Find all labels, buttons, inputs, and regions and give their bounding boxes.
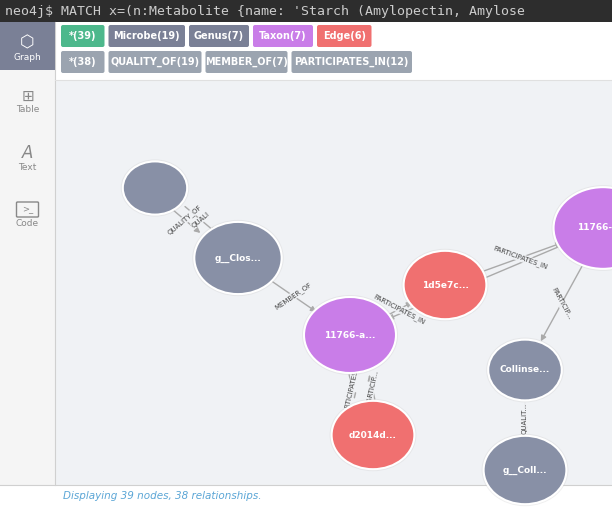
Ellipse shape [332, 401, 414, 469]
Text: *(38): *(38) [69, 57, 97, 67]
Text: ⊞: ⊞ [21, 89, 34, 103]
Ellipse shape [401, 249, 488, 321]
Text: Taxon(7): Taxon(7) [259, 31, 307, 41]
Text: Text: Text [18, 163, 37, 171]
Text: PARTICIP...: PARTICIP... [365, 369, 379, 405]
Text: g__Coll...: g__Coll... [502, 465, 547, 475]
Text: PARTICIPATES_IN: PARTICIPATES_IN [342, 358, 362, 416]
FancyBboxPatch shape [108, 25, 185, 47]
Ellipse shape [194, 222, 282, 294]
Text: Edge(6): Edge(6) [323, 31, 366, 41]
FancyBboxPatch shape [291, 51, 412, 73]
Text: PARTICIPATES_IN: PARTICIPATES_IN [493, 245, 549, 271]
Text: 1d5e7c...: 1d5e7c... [422, 280, 468, 289]
Text: MEMBER_OF(7): MEMBER_OF(7) [205, 57, 288, 67]
Ellipse shape [551, 185, 612, 271]
Text: >_: >_ [22, 205, 33, 214]
Ellipse shape [403, 251, 487, 319]
Text: Displaying 39 nodes, 38 relationships.: Displaying 39 nodes, 38 relationships. [63, 491, 261, 501]
FancyBboxPatch shape [61, 51, 105, 73]
Text: Code: Code [16, 220, 39, 229]
FancyBboxPatch shape [55, 22, 612, 80]
Ellipse shape [192, 220, 284, 296]
Text: Microbe(19): Microbe(19) [113, 31, 180, 41]
FancyBboxPatch shape [61, 25, 105, 47]
FancyBboxPatch shape [317, 25, 371, 47]
Text: QUALI: QUALI [191, 211, 211, 229]
Text: R_OF: R_OF [466, 275, 485, 288]
Ellipse shape [304, 297, 396, 373]
FancyBboxPatch shape [0, 0, 612, 22]
FancyBboxPatch shape [189, 25, 249, 47]
Text: Graph: Graph [13, 54, 42, 62]
Ellipse shape [123, 161, 187, 214]
Ellipse shape [486, 338, 564, 403]
Text: PARTICIPATES_IN: PARTICIPATES_IN [372, 293, 426, 325]
FancyBboxPatch shape [206, 51, 288, 73]
Text: QUALITY_OF(19): QUALITY_OF(19) [110, 57, 200, 67]
Ellipse shape [482, 434, 569, 506]
Text: PARTICIP...: PARTICIP... [550, 287, 572, 321]
FancyBboxPatch shape [55, 80, 612, 485]
Text: neo4j$ MATCH x=(n:Metabolite {name: 'Starch (Amylopectin, Amylose: neo4j$ MATCH x=(n:Metabolite {name: 'Sta… [5, 5, 525, 18]
FancyBboxPatch shape [108, 51, 201, 73]
Text: A: A [22, 144, 33, 162]
Text: ⬡: ⬡ [20, 33, 35, 51]
Ellipse shape [121, 159, 189, 216]
Text: Genus(7): Genus(7) [194, 31, 244, 41]
Ellipse shape [488, 340, 562, 401]
Text: QUALIT...: QUALIT... [522, 403, 528, 433]
Text: PARTICIPATES_IN(12): PARTICIPATES_IN(12) [294, 57, 409, 67]
Ellipse shape [302, 295, 398, 375]
FancyBboxPatch shape [253, 25, 313, 47]
FancyBboxPatch shape [0, 22, 55, 485]
FancyBboxPatch shape [0, 22, 55, 70]
Text: g__Clos...: g__Clos... [215, 254, 261, 263]
Text: QUALITY_OF: QUALITY_OF [166, 203, 203, 236]
Text: 11766-a...: 11766-a... [324, 331, 376, 340]
Text: *(39): *(39) [69, 31, 97, 41]
Text: Table: Table [16, 105, 39, 115]
Text: d2014d...: d2014d... [349, 430, 397, 440]
Ellipse shape [553, 187, 612, 269]
Ellipse shape [330, 399, 416, 471]
Text: 11766-a...: 11766-a... [577, 224, 612, 233]
Text: Collinse...: Collinse... [500, 366, 550, 375]
Ellipse shape [483, 436, 566, 504]
FancyBboxPatch shape [0, 485, 612, 507]
Text: MEMBER_OF: MEMBER_OF [274, 281, 313, 311]
